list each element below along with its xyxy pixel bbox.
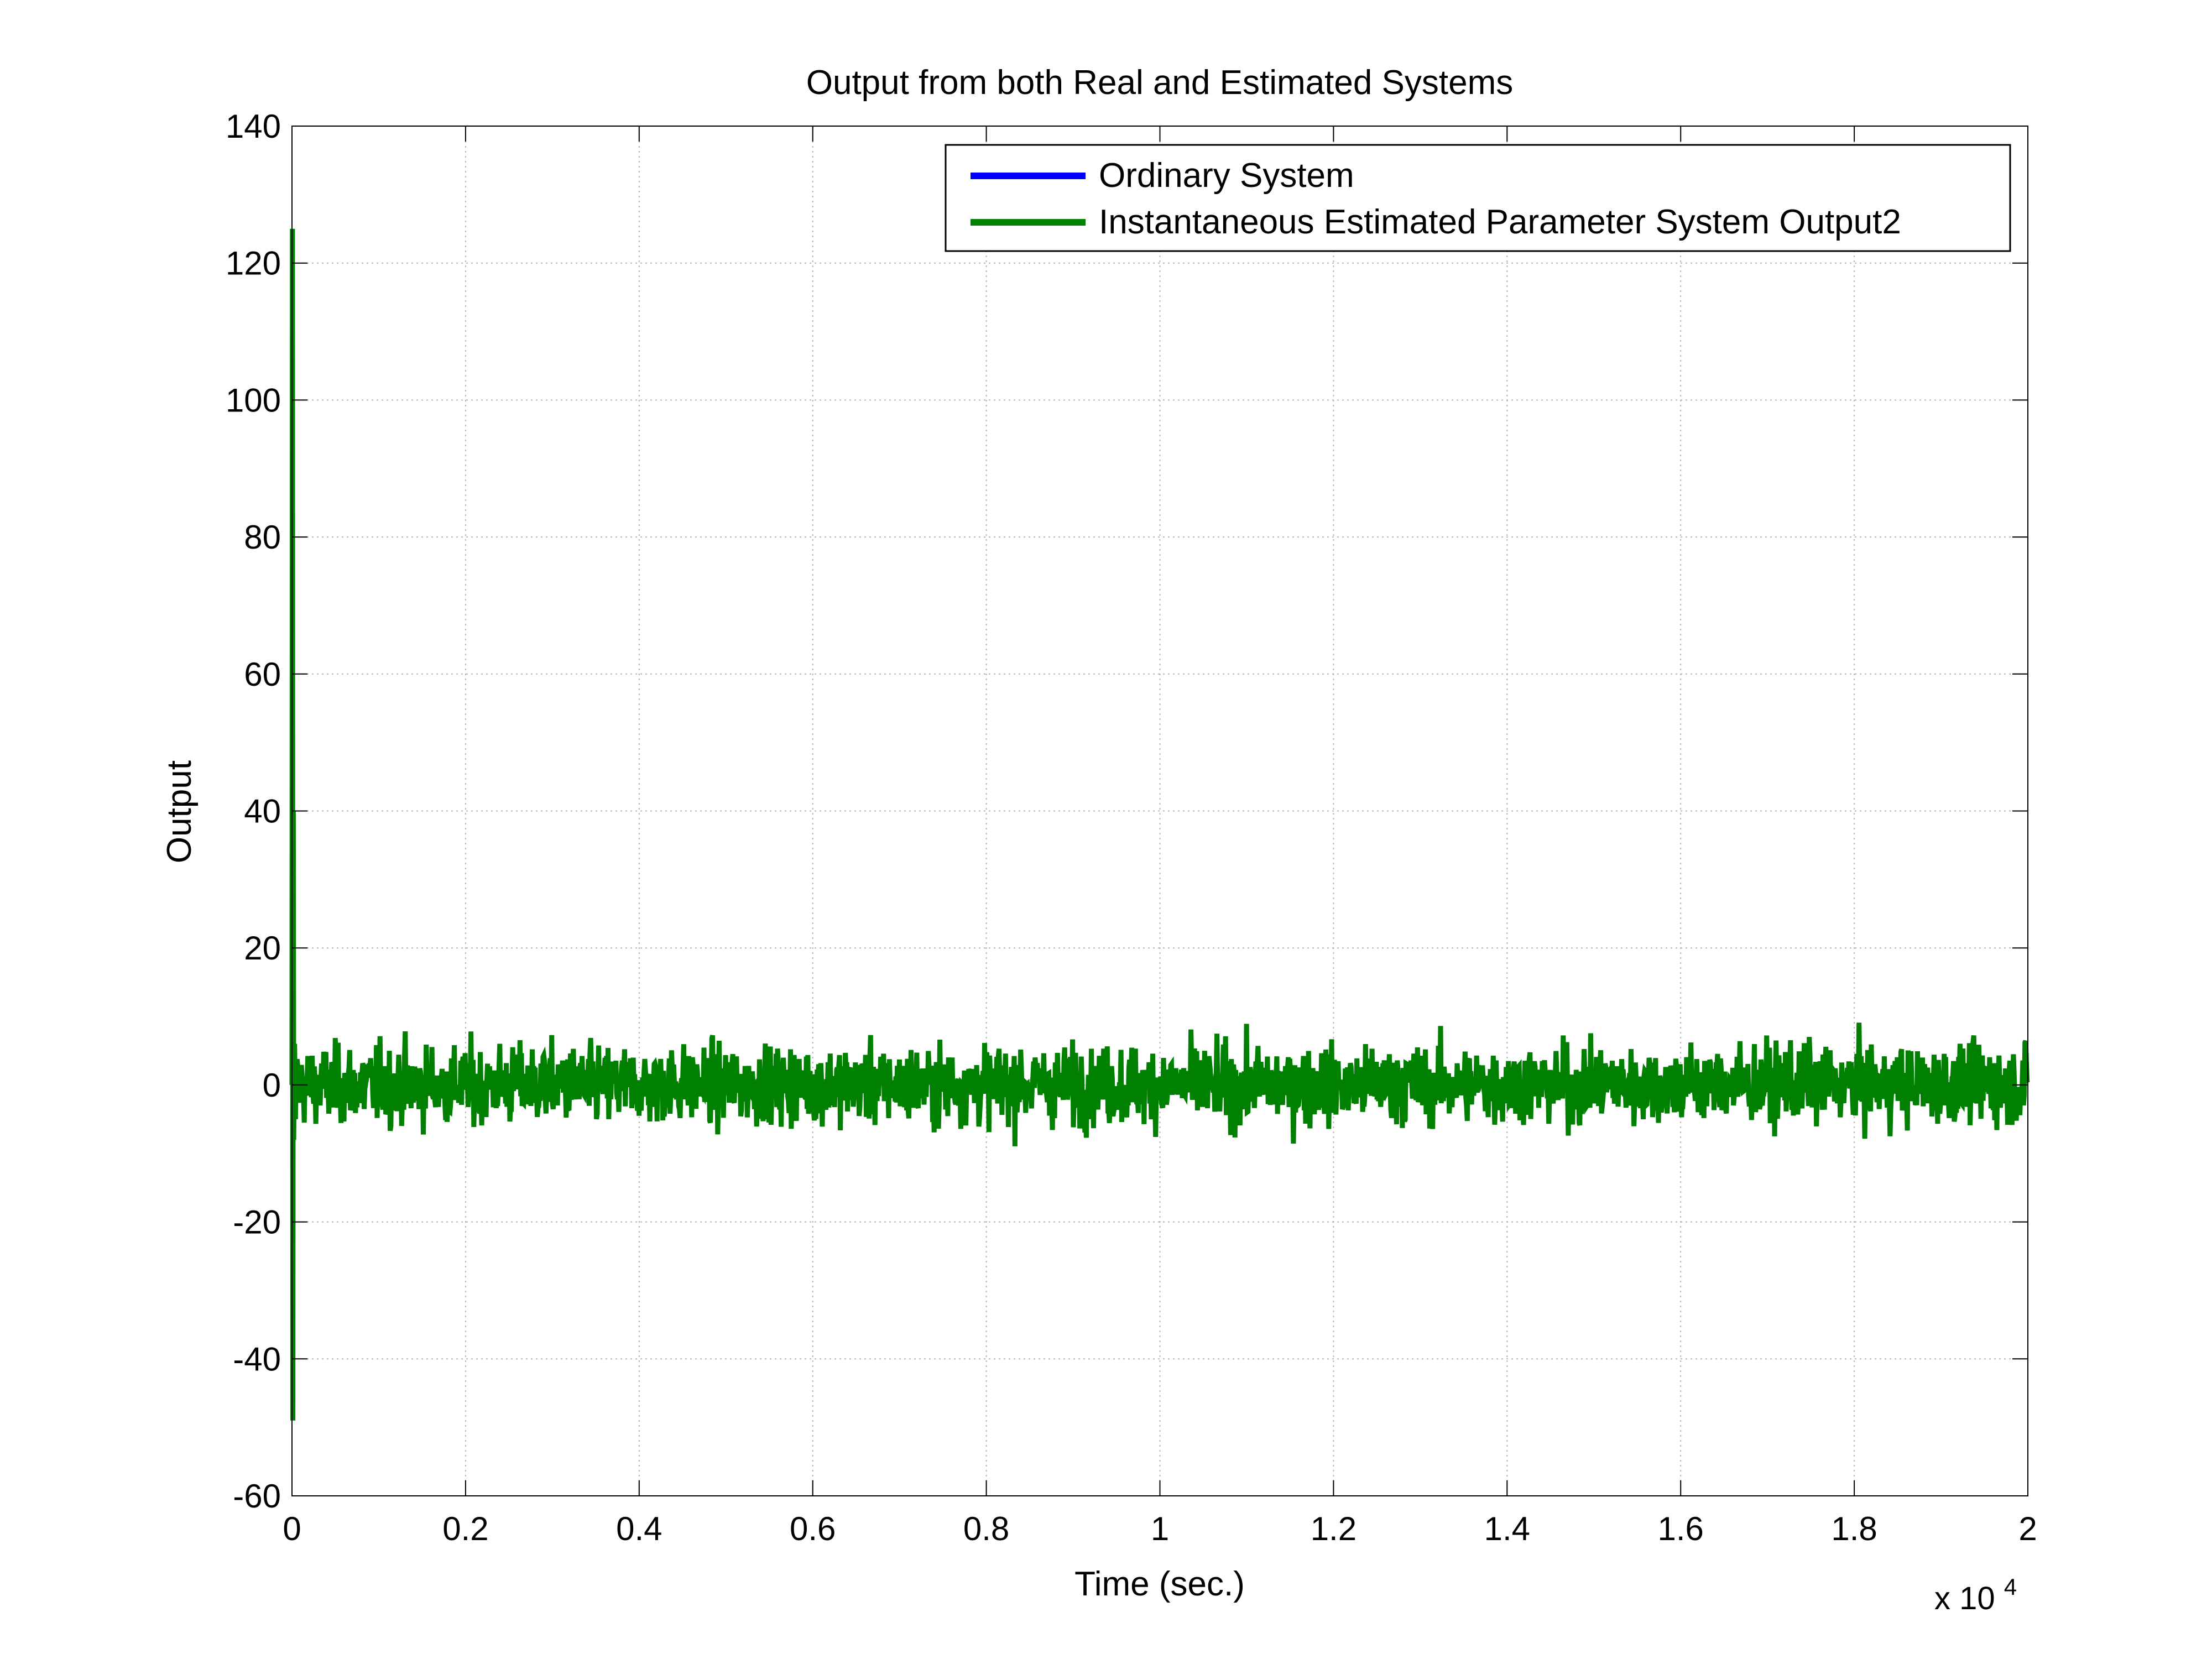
x-tick-label: 0.2 bbox=[442, 1510, 488, 1547]
x-multiplier-label: x 10 4 bbox=[1934, 1574, 2017, 1616]
y-tick-label: 100 bbox=[226, 382, 281, 419]
x-tick-label: 0 bbox=[283, 1510, 301, 1547]
x-tick-labels: 0 0.2 0.4 0.6 0.8 1 1.2 1.4 1.6 1.8 2 bbox=[283, 1510, 2037, 1547]
x-tick-label: 1.4 bbox=[1484, 1510, 1530, 1547]
chart-title: Output from both Real and Estimated Syst… bbox=[806, 64, 1513, 102]
y-tick-label: 0 bbox=[263, 1067, 281, 1104]
legend-label-ordinary-system: Ordinary System bbox=[1099, 156, 1354, 195]
x-tick-label: 0.6 bbox=[790, 1510, 836, 1547]
legend: Ordinary System Instantaneous Estimated … bbox=[945, 144, 2011, 252]
y-axis-label: Output bbox=[160, 760, 199, 863]
legend-label-estimated-system: Instantaneous Estimated Parameter System… bbox=[1099, 203, 1901, 241]
x-multiplier-base: x 10 bbox=[1934, 1580, 1995, 1616]
y-tick-label: 60 bbox=[244, 656, 281, 693]
x-tick-label: 2 bbox=[2018, 1510, 2037, 1547]
x-tick-label: 1 bbox=[1151, 1510, 1169, 1547]
y-tick-label: -40 bbox=[233, 1340, 281, 1378]
y-tick-label: 40 bbox=[244, 793, 281, 830]
y-tick-label: 120 bbox=[226, 245, 281, 282]
plot-area bbox=[289, 228, 2030, 1421]
series-line-estimated-system bbox=[289, 228, 2030, 1421]
legend-box bbox=[945, 144, 2011, 252]
x-tick-label: 0.4 bbox=[616, 1510, 662, 1547]
y-tick-label: -20 bbox=[233, 1204, 281, 1241]
y-tick-label: -60 bbox=[233, 1478, 281, 1515]
x-tick-label: 1.8 bbox=[1831, 1510, 1877, 1547]
x-tick-label: 1.6 bbox=[1657, 1510, 1703, 1547]
y-tick-labels: -60 -40 -20 0 20 40 60 80 100 120 140 bbox=[226, 108, 281, 1515]
x-axis-label: Time (sec.) bbox=[1074, 1565, 1245, 1603]
y-tick-label: 20 bbox=[244, 930, 281, 967]
y-tick-label: 80 bbox=[244, 519, 281, 556]
y-tick-label: 140 bbox=[226, 108, 281, 145]
axis-ticks bbox=[291, 126, 2028, 1496]
x-multiplier-exponent: 4 bbox=[2004, 1574, 2017, 1600]
x-tick-label: 0.8 bbox=[963, 1510, 1009, 1547]
x-tick-label: 1.2 bbox=[1311, 1510, 1357, 1547]
